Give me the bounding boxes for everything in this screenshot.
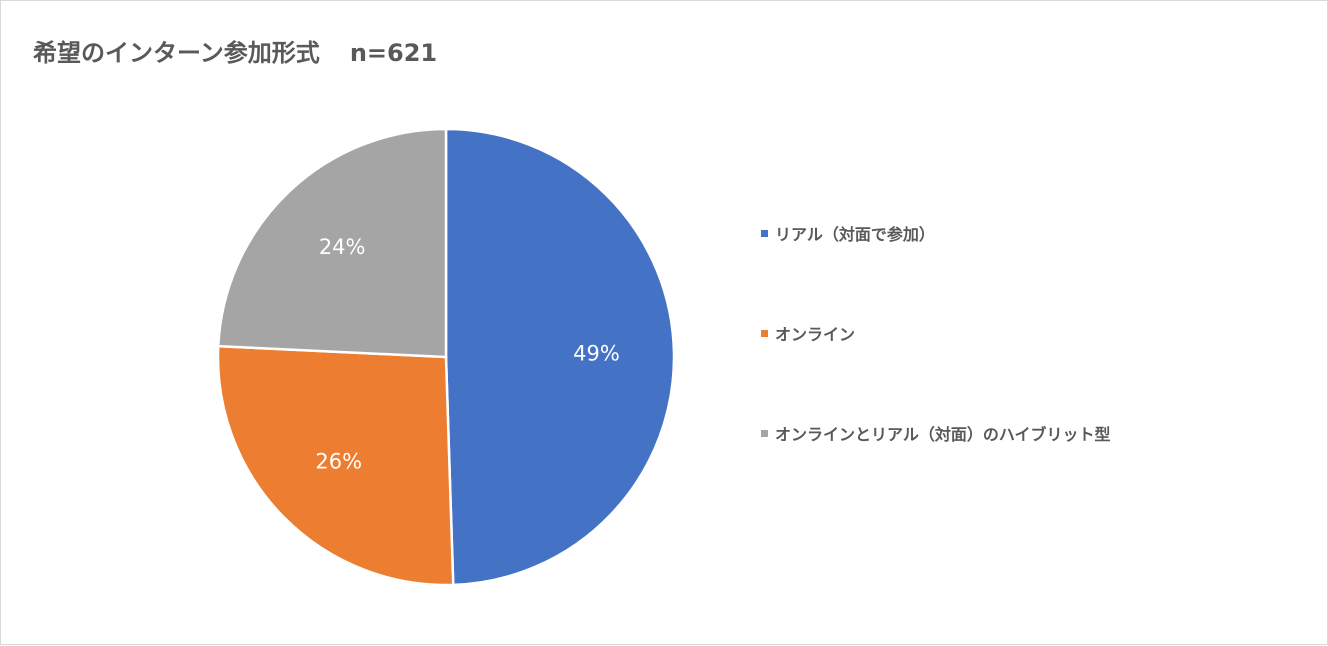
legend-item-online: オンライン: [761, 321, 855, 345]
legend-swatch-online: [761, 330, 768, 337]
legend-label-real: リアル（対面で参加）: [775, 225, 935, 244]
pie-slice-hybrid: [216, 127, 448, 359]
pie-slice-real: [444, 127, 676, 587]
legend-label-hybrid: オンラインとリアル（対面）のハイブリット型: [775, 425, 1111, 444]
chart-title: 希望のインターン参加形式 n=621: [33, 33, 437, 68]
pie-slice-online: [216, 344, 455, 587]
legend-item-real: リアル（対面で参加）: [761, 221, 935, 245]
legend-label-online: オンライン: [775, 325, 856, 344]
data-label-real: 49%: [573, 342, 620, 366]
legend-item-hybrid: オンラインとリアル（対面）のハイブリット型: [761, 421, 1111, 445]
legend-swatch-hybrid: [761, 430, 768, 437]
chart-title-text: 希望のインターン参加形式: [33, 39, 320, 67]
legend-swatch-real: [761, 230, 768, 237]
data-label-online: 26%: [315, 450, 362, 474]
data-label-hybrid: 24%: [319, 235, 366, 259]
chart-sample-size: n=621: [349, 39, 438, 67]
